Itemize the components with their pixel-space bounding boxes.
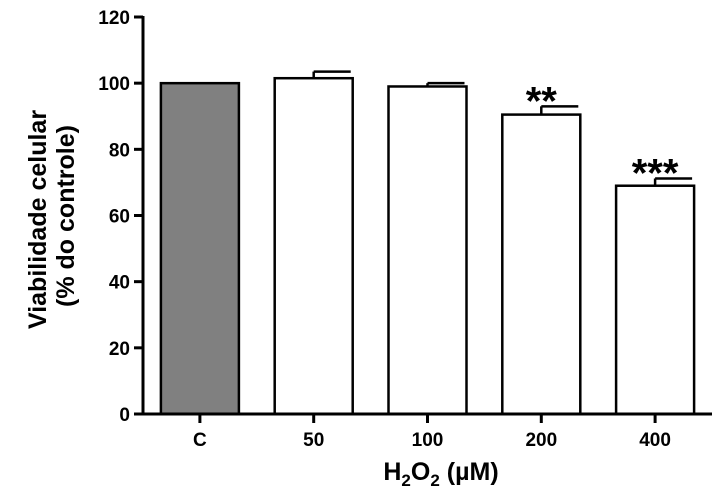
y-axis-title-line-2: (% do controle)	[52, 125, 80, 307]
y-axis-title: Viabilidade celular (% do controle)	[24, 103, 80, 329]
bars-group: *****	[159, 70, 696, 416]
x-axis: C 50 100 200 400	[141, 412, 712, 451]
y-axis: 0 20 40 60 80 100 120	[98, 8, 145, 426]
x-axis-title-rest: (µM)	[440, 458, 499, 486]
x-tick-label: 200	[525, 430, 557, 451]
x-axis-title-sub1: 2	[401, 471, 410, 490]
x-tick-label: 400	[639, 430, 671, 451]
y-tick-label: 120	[98, 8, 130, 29]
x-axis-title-mid: O	[411, 458, 430, 486]
x-axis-title: H2O2 (µM)	[383, 458, 498, 490]
bar-50	[273, 76, 354, 416]
y-tick-label: 0	[119, 405, 130, 426]
y-tick-label: 80	[109, 140, 130, 161]
y-axis-title-line-1: Viabilidade celular	[24, 110, 52, 329]
x-tick-label: C	[193, 430, 207, 451]
x-axis-title-base: H	[383, 458, 401, 486]
bar-400	[614, 184, 696, 416]
y-tick-label: 40	[109, 273, 130, 294]
bar-100	[387, 85, 468, 416]
y-tick-label: 20	[109, 339, 130, 360]
bar-C	[159, 81, 241, 416]
x-tick-label: 50	[303, 430, 324, 451]
x-tick-label: 100	[412, 430, 444, 451]
y-tick-label: 60	[109, 207, 130, 228]
x-axis-title-sub2: 2	[430, 471, 439, 490]
bar-200	[501, 113, 582, 416]
significance-marker: ***	[632, 151, 679, 195]
significance-marker: **	[526, 79, 558, 123]
y-tick-label: 100	[98, 74, 130, 95]
